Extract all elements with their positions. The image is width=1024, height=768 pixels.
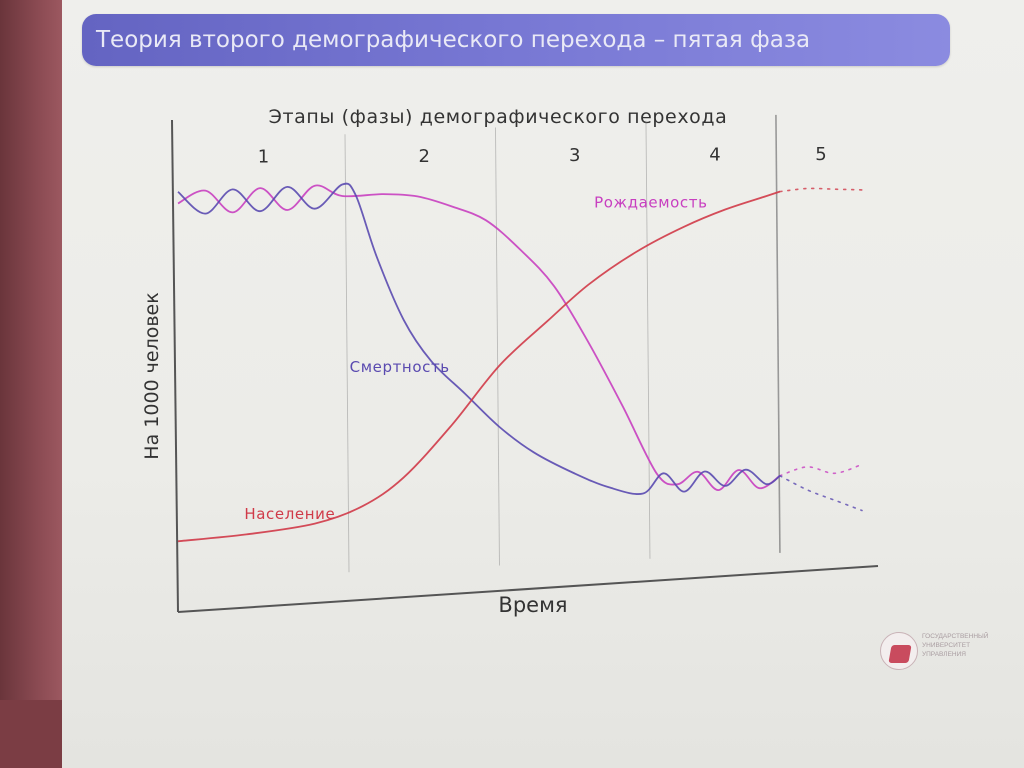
demographic-transition-chart: Этапы (фазы) демографического перехода 1…: [141, 106, 879, 617]
death-rate-line: [177, 182, 781, 495]
x-axis-line: [177, 565, 879, 613]
stage-divider: [645, 120, 651, 559]
stage-labels: 1 2 3 4 5: [258, 144, 827, 168]
chart-axes: [171, 119, 879, 613]
stage-label: 5: [815, 144, 826, 165]
stage-divider: [344, 134, 350, 573]
population-annotation: Население: [244, 505, 335, 523]
population-projection-line: [779, 187, 863, 193]
population-line: [177, 190, 781, 543]
stage-divider: [775, 114, 781, 553]
stage-label: 1: [258, 147, 269, 168]
logo-mark-icon: [888, 645, 912, 663]
y-axis-line: [171, 119, 179, 613]
slide-title-bar: Теория второго демографического перехода…: [82, 14, 950, 66]
stage-dividers: [344, 114, 781, 573]
logo-line-2: УНИВЕРСИТЕТ: [922, 642, 971, 649]
birth-rate-annotation: Рождаемость: [594, 193, 707, 211]
logo-line-3: УПРАВЛЕНИЯ: [922, 651, 966, 658]
projector-wall-left: [0, 0, 62, 768]
chart-title: Этапы (фазы) демографического перехода: [269, 106, 728, 128]
series-annotations: Рождаемость Смертность Население: [244, 193, 707, 523]
y-axis-label: На 1000 человек: [141, 292, 163, 459]
stage-label: 3: [569, 145, 580, 166]
death-rate-projection-line: [779, 475, 863, 512]
logo-text: ГОСУДАРСТВЕННЫЙ УНИВЕРСИТЕТ УПРАВЛЕНИЯ: [922, 632, 988, 659]
birth-rate-line: [177, 184, 781, 492]
logo-emblem: [880, 632, 918, 670]
university-logo: ГОСУДАРСТВЕННЫЙ УНИВЕРСИТЕТ УПРАВЛЕНИЯ: [880, 628, 990, 676]
slide-title: Теория второго демографического перехода…: [96, 27, 811, 53]
series-layer: [177, 182, 863, 543]
logo-line-1: ГОСУДАРСТВЕННЫЙ: [922, 633, 989, 640]
death-rate-annotation: Смертность: [350, 358, 450, 376]
stage-divider: [495, 127, 500, 566]
stage-label: 4: [709, 144, 720, 165]
x-axis-label: Время: [498, 593, 567, 617]
presentation-slide: Теория второго демографического перехода…: [62, 0, 1024, 768]
birth-rate-projection-line: [779, 463, 863, 477]
stage-label: 2: [419, 146, 430, 167]
